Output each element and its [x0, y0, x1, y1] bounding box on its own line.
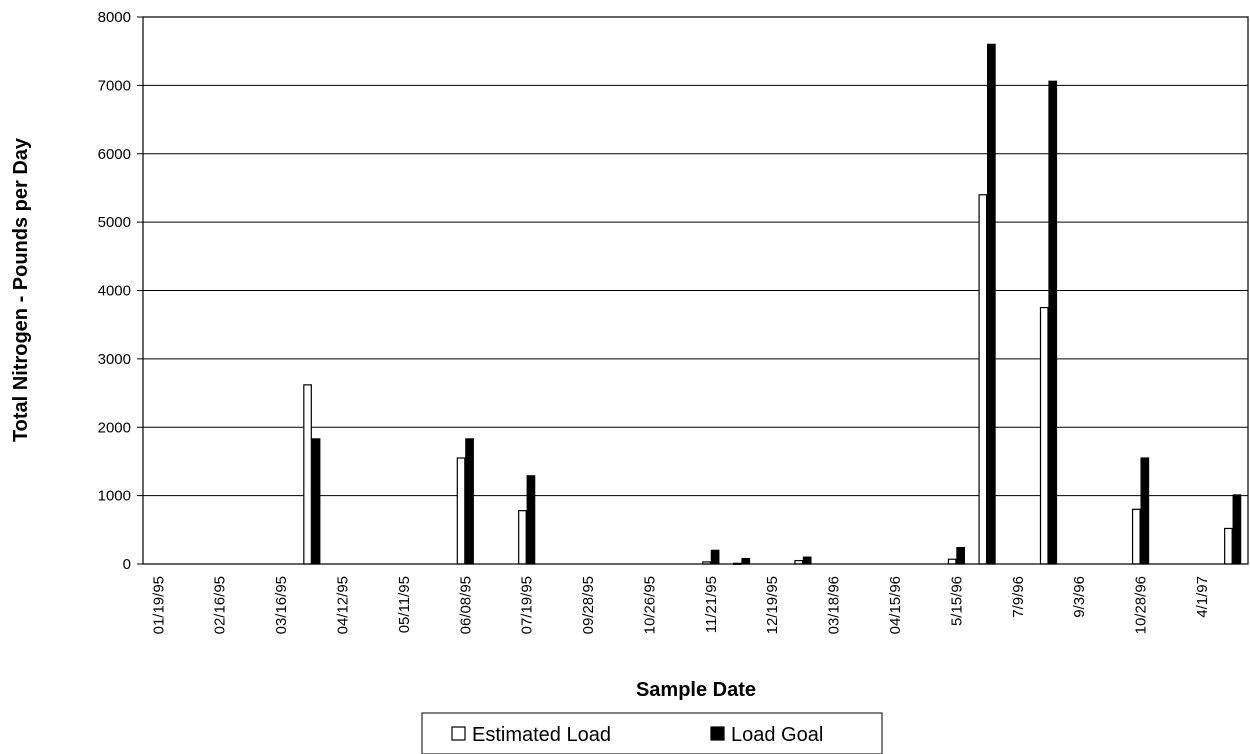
- y-tick-label: 6000: [98, 146, 131, 163]
- bars: [303, 43, 1242, 565]
- bar-load-goal: [710, 549, 720, 565]
- bar-estimated-load: [1224, 527, 1233, 565]
- gridlines: [143, 84, 1248, 497]
- bar-load-goal: [802, 556, 812, 565]
- x-tick-label: 01/19/95: [150, 576, 167, 634]
- bar-load-goal: [741, 557, 751, 565]
- bar-load-goal: [311, 438, 321, 565]
- x-tick-label: 04/15/96: [887, 576, 904, 634]
- bar-estimated-load: [947, 558, 957, 565]
- bar-load-goal: [1048, 80, 1058, 565]
- legend-frame: [421, 712, 883, 754]
- x-axis-title: Sample Date: [636, 679, 756, 701]
- bar-load-goal: [956, 546, 966, 565]
- legend-label-estimated-load: Estimated Load: [472, 724, 611, 746]
- y-axis: 0 1000 2000 3000 4000 5000 6000 7000 8000: [98, 9, 143, 573]
- x-tick-label: 12/19/95: [764, 576, 781, 634]
- legend-swatch-estimated-load: [451, 726, 466, 741]
- x-tick-label: 03/18/96: [826, 576, 843, 634]
- x-tick-label: 03/16/95: [273, 576, 290, 634]
- x-tick-label: 05/11/95: [396, 576, 413, 633]
- bar-estimated-load: [518, 510, 527, 565]
- bar-load-goal: [986, 43, 996, 565]
- bar-estimated-load: [978, 194, 988, 565]
- x-tick-label: 10/28/96: [1133, 576, 1150, 634]
- bar-estimated-load: [456, 457, 466, 565]
- x-tick-label: 11/21/95: [703, 576, 720, 633]
- x-tick-label: 07/19/95: [519, 576, 536, 634]
- y-tick-label: 1000: [98, 488, 131, 505]
- x-tick-label: 09/28/95: [580, 576, 597, 634]
- x-tick-label: 02/16/95: [212, 576, 229, 634]
- bar-load-goal: [1232, 494, 1242, 565]
- x-tick-label: 10/26/95: [641, 576, 658, 634]
- bar-estimated-load: [303, 384, 312, 565]
- x-tick-label: 04/12/95: [335, 576, 352, 634]
- x-tick-label: 7/9/96: [1010, 576, 1027, 618]
- legend: Estimated Load Load Goal: [421, 712, 883, 754]
- bar-load-goal: [526, 475, 536, 565]
- legend-label-load-goal: Load Goal: [731, 724, 823, 746]
- y-tick-label: 3000: [98, 351, 131, 368]
- bar-estimated-load: [1039, 306, 1049, 565]
- x-tick-label: 06/08/95: [457, 576, 474, 634]
- legend-swatch-load-goal: [710, 726, 725, 741]
- y-tick-label: 7000: [98, 77, 131, 94]
- y-tick-label: 2000: [98, 419, 131, 436]
- y-tick-label: 0: [123, 556, 131, 573]
- bar-load-goal: [465, 438, 474, 565]
- y-tick-label: 8000: [98, 9, 131, 26]
- x-tick-label: 9/3/96: [1071, 576, 1088, 618]
- x-axis: 01/19/95 02/16/95 03/16/95 04/12/95 05/11/95…: [150, 576, 1211, 634]
- y-tick-label: 5000: [98, 214, 131, 231]
- bar-load-goal: [1140, 457, 1150, 565]
- y-axis-title: Total Nitrogen - Pounds per Day: [10, 137, 32, 442]
- bar-estimated-load: [1131, 508, 1141, 565]
- y-tick-label: 4000: [98, 283, 131, 300]
- x-tick-label: 4/1/97: [1194, 576, 1211, 618]
- x-tick-label: 5/15/96: [948, 576, 965, 626]
